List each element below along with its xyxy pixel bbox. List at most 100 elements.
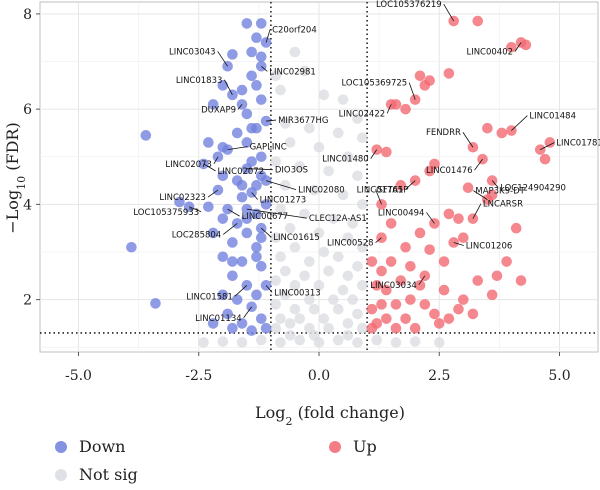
point-up [381, 146, 392, 158]
point-not-sig [318, 89, 330, 101]
point-not-sig [323, 322, 334, 334]
point-up [443, 313, 455, 324]
gene-label: LINC01273 [260, 195, 307, 205]
label-leader-line [426, 212, 435, 224]
x-tick-label: -5.0 [65, 368, 92, 384]
point-down [246, 325, 257, 336]
legend-label-down: Down [79, 437, 125, 456]
point-not-sig [356, 241, 368, 253]
point-not-sig [332, 303, 344, 315]
point-down [174, 196, 185, 208]
y-axis-ticks: 2 4 6 8 [23, 7, 40, 309]
point-down [227, 49, 238, 60]
gene-label: LINC01476 [426, 166, 473, 176]
label-leader-line [511, 115, 528, 131]
point-down [251, 80, 262, 91]
x-tick-label: 0.0 [308, 368, 330, 384]
point-up [376, 265, 387, 277]
gene-label: LINC00677 [242, 212, 289, 222]
point-down [255, 260, 267, 272]
point-up [371, 280, 383, 291]
point-not-sig [280, 118, 291, 129]
label-leader-line [217, 51, 228, 67]
point-down [255, 313, 267, 324]
point-down [255, 51, 267, 63]
point-down [241, 18, 253, 29]
gene-label: LINC00313 [274, 288, 321, 298]
gene-label: LINC01484 [529, 112, 576, 122]
point-not-sig [275, 313, 286, 324]
point-not-sig [280, 289, 291, 301]
point-down [246, 46, 257, 58]
point-up [385, 99, 397, 110]
point-not-sig [337, 94, 349, 105]
point-down [227, 270, 238, 282]
point-not-sig [289, 241, 301, 253]
point-up [458, 294, 469, 305]
data-points [126, 15, 556, 348]
point-up [443, 68, 455, 79]
point-not-sig [342, 270, 354, 282]
gene-label: LNCARSR [483, 200, 523, 210]
point-not-sig [332, 251, 344, 263]
point-not-sig [337, 284, 349, 296]
point-not-sig [356, 132, 368, 144]
point-up [453, 213, 464, 224]
point-not-sig [356, 280, 368, 291]
point-not-sig [275, 84, 286, 96]
point-down [255, 18, 267, 29]
y-tick-label: 8 [23, 7, 32, 23]
point-not-sig [323, 165, 334, 177]
gene-label: LINC01833 [176, 76, 223, 86]
point-down [207, 318, 219, 329]
point-not-sig [280, 265, 291, 277]
point-up [424, 244, 435, 255]
point-up [491, 270, 503, 282]
label-leader-line [224, 79, 233, 96]
point-up [520, 39, 532, 51]
point-down [255, 232, 267, 244]
point-down [203, 137, 214, 148]
label-leader-line [473, 190, 488, 200]
point-not-sig [390, 337, 402, 348]
point-not-sig [332, 127, 344, 139]
label-leader-line [453, 242, 464, 246]
point-up [544, 137, 556, 148]
point-down [255, 151, 267, 163]
point-up [510, 222, 522, 234]
point-not-sig [270, 232, 282, 244]
point-not-sig [313, 280, 325, 291]
gene-label: LOC285804 [172, 230, 222, 240]
label-leader-line [514, 42, 522, 52]
point-up [395, 275, 407, 286]
plot-panel [39, 1, 599, 353]
label-leader-line [213, 156, 219, 164]
point-up [414, 227, 426, 239]
gene-label: LINC01206 [466, 241, 513, 251]
label-leader-line [472, 203, 482, 219]
point-up [462, 182, 474, 194]
label-leader-line [443, 3, 455, 22]
label-leader-line [251, 192, 258, 200]
gene-label: LINC02080 [298, 186, 345, 196]
point-not-sig [270, 322, 282, 334]
point-down [217, 170, 229, 182]
point-not-sig [323, 265, 334, 277]
point-up [376, 299, 387, 310]
point-down [255, 94, 267, 105]
point-down [207, 99, 219, 110]
gene-label: MIR3677HG [278, 116, 328, 126]
point-down [251, 241, 262, 253]
point-down [251, 289, 262, 301]
point-not-sig [284, 330, 296, 341]
point-not-sig [433, 337, 445, 348]
point-up [433, 318, 445, 329]
point-down [207, 227, 219, 239]
legend-swatch-up [329, 441, 341, 453]
point-up [414, 70, 426, 82]
point-up [419, 299, 431, 310]
label-leader-line [222, 223, 238, 235]
point-not-sig [275, 251, 286, 263]
point-up [400, 103, 411, 115]
point-up [448, 15, 459, 27]
